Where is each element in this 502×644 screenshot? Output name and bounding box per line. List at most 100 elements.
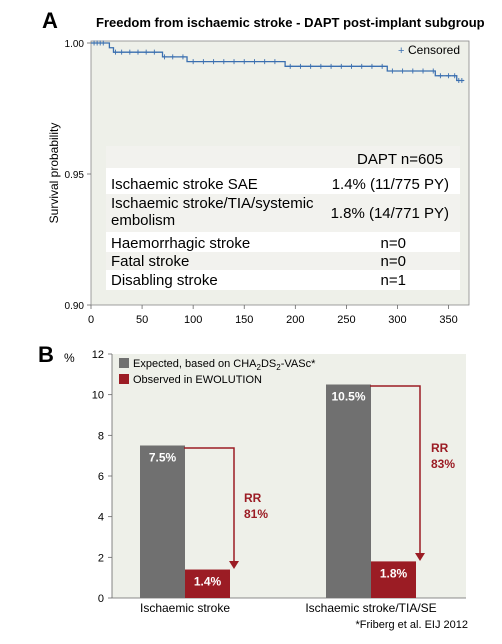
x-tick-label: 350 (439, 314, 457, 326)
y-tick-label: 0.90 (65, 301, 85, 312)
table-row-value: n=0 (381, 235, 406, 252)
censor-mark (349, 63, 355, 69)
table-row-label: Fatal stroke (111, 253, 189, 270)
table-header-row (106, 146, 460, 168)
table-row-value: n=0 (381, 253, 406, 270)
censor-mark (180, 54, 186, 60)
censor-mark (287, 63, 293, 69)
censor-mark (241, 59, 247, 65)
bar-value-label: 10.5% (331, 390, 365, 404)
censor-mark (338, 63, 344, 69)
x-tick-label: 300 (388, 314, 406, 326)
table-row-label: Ischaemic stroke/TIA/systemic (111, 195, 314, 212)
table-row (106, 252, 460, 270)
x-category-label: Ischaemic stroke (140, 601, 230, 615)
censor-mark (251, 59, 257, 65)
legend-label-expected: Expected, based on CHA2DS2-VASc* (133, 358, 316, 372)
y-tick-label: 6 (98, 471, 104, 483)
x-tick-label: 50 (136, 314, 148, 326)
censor-mark (162, 54, 168, 60)
km-survival-curve (91, 42, 464, 82)
censor-mark (430, 68, 436, 74)
panel-a-letter: A (42, 8, 58, 33)
table-row-value: n=1 (381, 272, 406, 289)
x-tick-label: 150 (235, 314, 253, 326)
panel-b-y-unit: % (64, 351, 75, 365)
table-row (106, 270, 460, 290)
legend-label-observed: Observed in EWOLUTION (133, 374, 262, 386)
y-tick-label: 0.95 (65, 170, 85, 181)
censor-mark (272, 59, 278, 65)
censor-mark (151, 49, 157, 55)
table-row-value: 1.4% (11/775 PY) (332, 176, 449, 193)
y-tick-label: 1.00 (65, 39, 85, 50)
x-tick-label: 250 (337, 314, 355, 326)
stats-table: DAPT n=605 Ischaemic stroke SAE 1.4% (11… (106, 146, 460, 290)
table-row-value: 1.8% (14/771 PY) (331, 205, 449, 222)
censor-mark (297, 63, 303, 69)
censor-mark (113, 49, 119, 55)
table-row (106, 168, 460, 194)
censor-mark (379, 63, 385, 69)
censor-mark (231, 59, 237, 65)
bar-observed (371, 561, 416, 598)
table-row-label: Haemorrhagic stroke (111, 235, 250, 252)
rr-arrowhead-tia-se (415, 553, 425, 561)
table-row-label: Ischaemic stroke SAE (111, 176, 258, 193)
censor-mark (420, 68, 426, 74)
censored-legend-label: Censored (408, 43, 460, 57)
y-tick-label: 12 (92, 349, 104, 361)
bar-value-label: 1.4% (194, 575, 222, 589)
censor-mark (389, 68, 395, 74)
censor-mark (359, 63, 365, 69)
censor-mark (200, 59, 206, 65)
legend-swatch-observed (119, 374, 129, 384)
panel-a-title: Freedom from ischaemic stroke - DAPT pos… (96, 15, 485, 30)
censor-mark (437, 73, 443, 79)
panel-a-y-axis-label: Survival probability (47, 123, 61, 224)
rr-arrowhead-ischaemic-stroke (229, 561, 239, 569)
bar-expected (140, 445, 185, 598)
censor-mark (221, 59, 227, 65)
rr-arrow-tia-se (370, 385, 421, 554)
table-row-label-line2: embolism (111, 212, 175, 229)
censor-mark (127, 49, 133, 55)
y-tick-label: 0 (98, 593, 104, 605)
table-header: DAPT n=605 (357, 151, 443, 168)
y-tick-label: 10 (92, 390, 104, 402)
censored-legend-marker: + (398, 45, 404, 57)
footnote: *Friberg et al. EIJ 2012 (355, 619, 468, 631)
censor-mark (143, 49, 149, 55)
censor-mark (459, 77, 465, 83)
censor-mark (318, 63, 324, 69)
censor-mark (100, 40, 106, 46)
censor-mark (119, 49, 125, 55)
y-tick-label: 2 (98, 552, 104, 564)
bar-observed (185, 569, 230, 598)
rr-label-ischaemic-stroke: RR (244, 491, 262, 505)
censor-mark (135, 49, 141, 55)
rr-label-tia-se: RR (431, 441, 449, 455)
y-tick-label: 8 (98, 430, 104, 442)
y-tick-label: 4 (98, 512, 104, 524)
table-row-label: Disabling stroke (111, 272, 218, 289)
censor-mark (410, 68, 416, 74)
x-category-label: Ischaemic stroke/TIA/SE (305, 601, 436, 615)
rr-arrow-ischaemic-stroke (184, 447, 235, 562)
bar-expected (326, 384, 371, 598)
censor-mark (308, 63, 314, 69)
rr-value-ischaemic-stroke: 81% (244, 507, 268, 521)
censor-mark (170, 54, 176, 60)
censor-mark (190, 59, 196, 65)
bar-value-label: 7.5% (149, 451, 177, 465)
censor-mark (328, 63, 334, 69)
censor-mark (400, 68, 406, 74)
censor-mark (452, 73, 458, 79)
censor-mark (369, 63, 375, 69)
rr-value-tia-se: 83% (431, 457, 455, 471)
x-tick-label: 100 (184, 314, 202, 326)
bar-value-label: 1.8% (380, 566, 408, 580)
x-tick-label: 0 (88, 314, 94, 326)
panel-b-letter: B (38, 342, 54, 367)
